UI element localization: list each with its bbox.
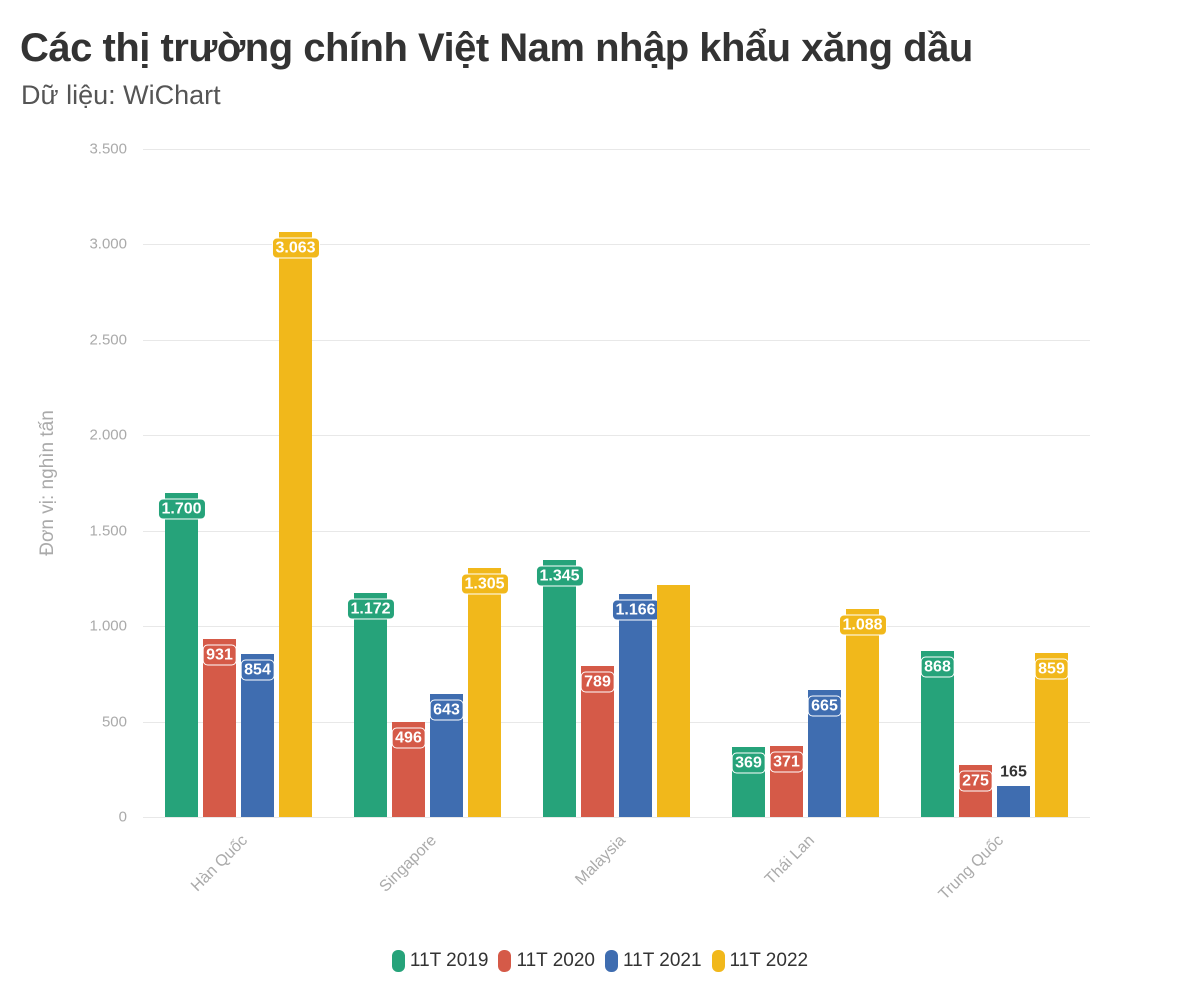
bar[interactable]: 1.700 [157, 492, 206, 817]
data-label: 1.088 [838, 614, 887, 636]
bar[interactable]: 859 [1034, 653, 1069, 817]
legend-item[interactable]: 11T 2019 [391, 950, 489, 972]
bar[interactable]: 371 [769, 746, 804, 817]
bar[interactable]: 931 [202, 639, 237, 817]
data-label: 1.172 [346, 598, 395, 620]
plot-area: 1.700 931 854 3.063 1.172 496 643 1.305 1.345 789… [143, 149, 1090, 818]
bar[interactable]: 789 [580, 666, 615, 817]
data-label: 371 [769, 751, 804, 773]
bar[interactable]: 854 [240, 654, 275, 817]
x-tick-label: Malaysia [572, 832, 630, 889]
bar[interactable]: 643 [429, 694, 464, 817]
data-label: 643 [429, 699, 464, 721]
data-label: 868 [920, 656, 955, 678]
gridline [143, 339, 1090, 341]
data-label: 789 [580, 671, 615, 693]
bar[interactable]: 1.172 [346, 593, 395, 817]
bar[interactable]: 1.305 [460, 567, 509, 817]
data-label: 854 [240, 659, 275, 681]
data-label: 369 [731, 752, 766, 774]
chart-title: Các thị trường chính Việt Nam nhập khẩu … [20, 26, 973, 70]
legend-item[interactable]: 11T 2020 [498, 950, 595, 972]
data-label: 859 [1034, 658, 1069, 680]
bar[interactable]: 1.088 [838, 609, 887, 817]
y-tick-label: 2.500 [89, 331, 127, 349]
y-tick-label: 1.500 [89, 522, 127, 540]
legend-swatch-icon [711, 950, 725, 972]
x-tick-label: Hàn Quốc [188, 832, 252, 895]
legend-item[interactable]: 11T 2022 [711, 950, 809, 972]
y-tick-label: 2.000 [89, 426, 127, 444]
data-label: 1.166 [611, 599, 660, 621]
bar[interactable] [657, 585, 690, 817]
legend: 11T 2019 11T 2020 11T 2021 11T 2022 [0, 950, 1200, 972]
bar[interactable]: 665 [807, 690, 842, 817]
y-tick-label: 1.000 [89, 617, 127, 635]
chart-subtitle: Dữ liệu: WiChart [21, 80, 221, 110]
legend-label: 11T 2021 [623, 950, 702, 971]
legend-label: 11T 2022 [729, 950, 809, 971]
bar[interactable]: 369 [731, 746, 766, 817]
gridline [143, 244, 1090, 246]
gridline [143, 530, 1090, 532]
bar[interactable]: 1.345 [535, 560, 584, 817]
data-label: 165 [1000, 763, 1027, 781]
data-label: 665 [807, 695, 842, 717]
data-label: 1.345 [535, 565, 584, 587]
x-tick-label: Trung Quốc [935, 832, 1008, 904]
bar[interactable]: 496 [391, 722, 426, 817]
y-tick-label: 3.000 [89, 235, 127, 253]
y-tick-label: 0 [118, 808, 127, 826]
data-label: 3.063 [271, 237, 320, 259]
data-label: 931 [202, 644, 237, 666]
legend-swatch-icon [605, 950, 618, 972]
bar[interactable]: 3.063 [271, 232, 320, 817]
bar[interactable]: 868 [920, 651, 955, 817]
legend-label: 11T 2019 [409, 950, 489, 971]
gridline [143, 817, 1090, 818]
bar[interactable]: 275 [958, 764, 993, 817]
data-label: 496 [391, 727, 426, 749]
gridline [143, 435, 1090, 437]
legend-swatch-icon [391, 950, 405, 972]
data-label: 275 [958, 770, 993, 792]
gridline [143, 721, 1090, 723]
y-tick-label: 500 [101, 713, 127, 731]
data-label: 1.700 [157, 498, 206, 520]
legend-label: 11T 2020 [516, 950, 595, 971]
legend-swatch-icon [498, 950, 512, 972]
legend-item[interactable]: 11T 2021 [605, 950, 702, 972]
y-tick-label: 3.500 [89, 140, 127, 158]
bar[interactable]: 165 [997, 763, 1030, 817]
x-tick-label: Singapore [376, 832, 441, 896]
x-tick-label: Thái Lan [761, 832, 819, 889]
gridline [143, 626, 1090, 628]
data-label: 1.305 [460, 573, 509, 595]
gridline [143, 149, 1090, 150]
bar[interactable]: 1.166 [611, 594, 660, 817]
